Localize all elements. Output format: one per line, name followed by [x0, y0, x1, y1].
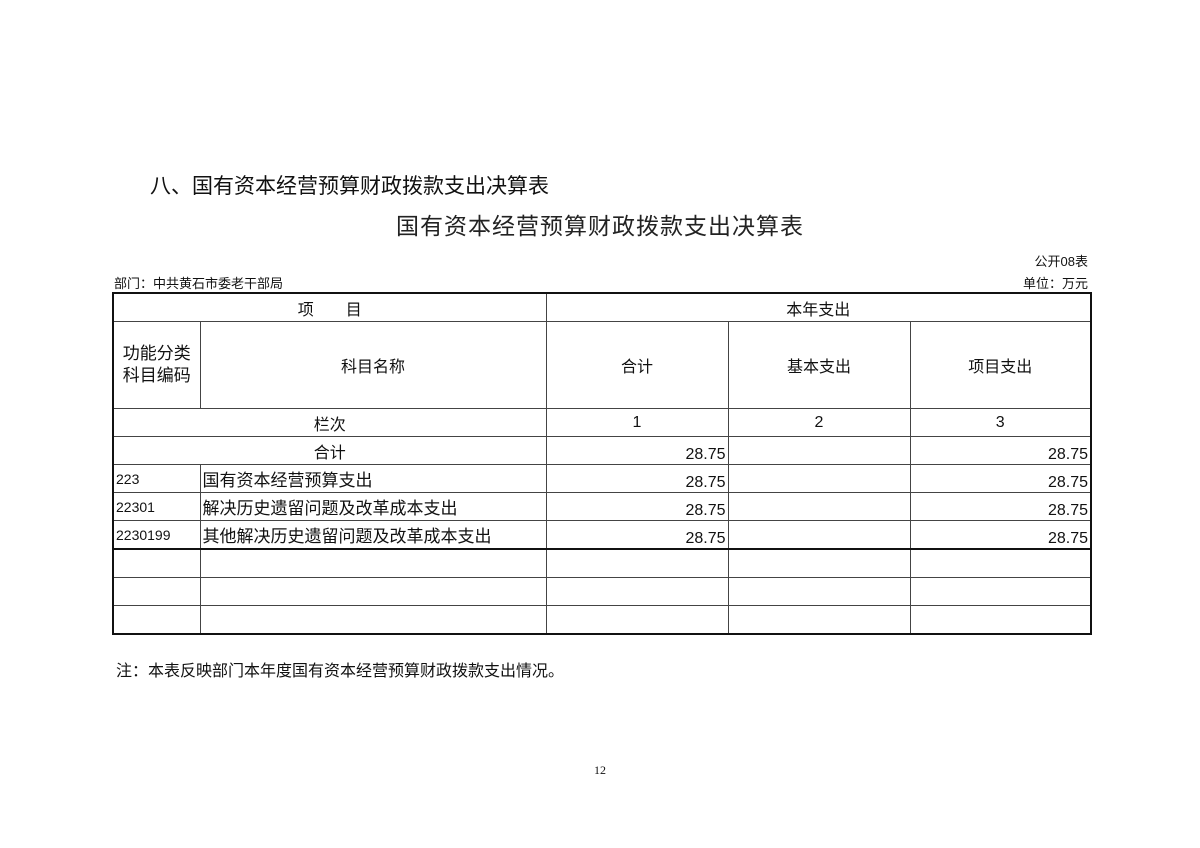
row-name: 解决历史遗留问题及改革成本支出	[199, 492, 547, 521]
table-note: 注：本表反映部门本年度国有资本经营预算财政拨款支出情况。	[116, 663, 565, 680]
row-code: 2230199	[112, 520, 201, 550]
header-row-1: 项 目 本年支出	[112, 292, 1092, 322]
col-code: 功能分类科目编码	[112, 321, 201, 409]
table-row: 2230199 其他解决历史遗留问题及改革成本支出 28.75 28.75	[112, 520, 1092, 550]
row-project: 28.75	[909, 520, 1092, 550]
row-total: 28.75	[545, 520, 729, 550]
index-label: 栏次	[112, 408, 547, 437]
total-row: 合计 28.75 28.75	[112, 436, 1092, 465]
row-name: 国有资本经营预算支出	[199, 464, 547, 493]
table-row: 22301 解决历史遗留问题及改革成本支出 28.75 28.75	[112, 492, 1092, 521]
index-2: 2	[727, 408, 911, 437]
empty-row	[112, 577, 1092, 606]
row-name: 其他解决历史遗留问题及改革成本支出	[199, 520, 547, 550]
section-heading: 八、国有资本经营预算财政拨款支出决算表	[150, 175, 549, 198]
expenditure-table: 项 目 本年支出 功能分类科目编码 科目名称 合计 基本支出 项目支出 栏次 1…	[112, 292, 1092, 635]
table-title: 国有资本经营预算财政拨款支出决算表	[396, 213, 804, 239]
table-row: 223 国有资本经营预算支出 28.75 28.75	[112, 464, 1092, 493]
row-basic	[727, 464, 911, 493]
row-project: 28.75	[909, 492, 1092, 521]
row-total: 28.75	[545, 464, 729, 493]
row-code: 22301	[112, 492, 201, 521]
index-row: 栏次 1 2 3	[112, 408, 1092, 437]
header-row-2: 功能分类科目编码 科目名称 合计 基本支出 项目支出	[112, 321, 1092, 409]
row-basic	[727, 492, 911, 521]
total-total: 28.75	[545, 436, 729, 465]
col-total: 合计	[545, 321, 729, 409]
col-basic: 基本支出	[727, 321, 911, 409]
header-current-year: 本年支出	[545, 292, 1092, 322]
total-project: 28.75	[909, 436, 1092, 465]
unit-label: 单位：万元	[1022, 276, 1088, 291]
total-basic	[727, 436, 911, 465]
form-number: 公开08表	[1034, 254, 1088, 269]
row-code: 223	[112, 464, 201, 493]
index-1: 1	[545, 408, 729, 437]
total-label: 合计	[112, 436, 547, 465]
row-total: 28.75	[545, 492, 729, 521]
header-item: 项 目	[112, 292, 547, 322]
index-3: 3	[909, 408, 1092, 437]
col-project: 项目支出	[909, 321, 1092, 409]
col-name: 科目名称	[199, 321, 547, 409]
empty-row	[112, 548, 1092, 578]
department-label: 部门：中共黄石市委老干部局	[114, 276, 284, 291]
page-number: 12	[594, 763, 606, 777]
row-basic	[727, 520, 911, 550]
empty-row	[112, 605, 1092, 635]
row-project: 28.75	[909, 464, 1092, 493]
